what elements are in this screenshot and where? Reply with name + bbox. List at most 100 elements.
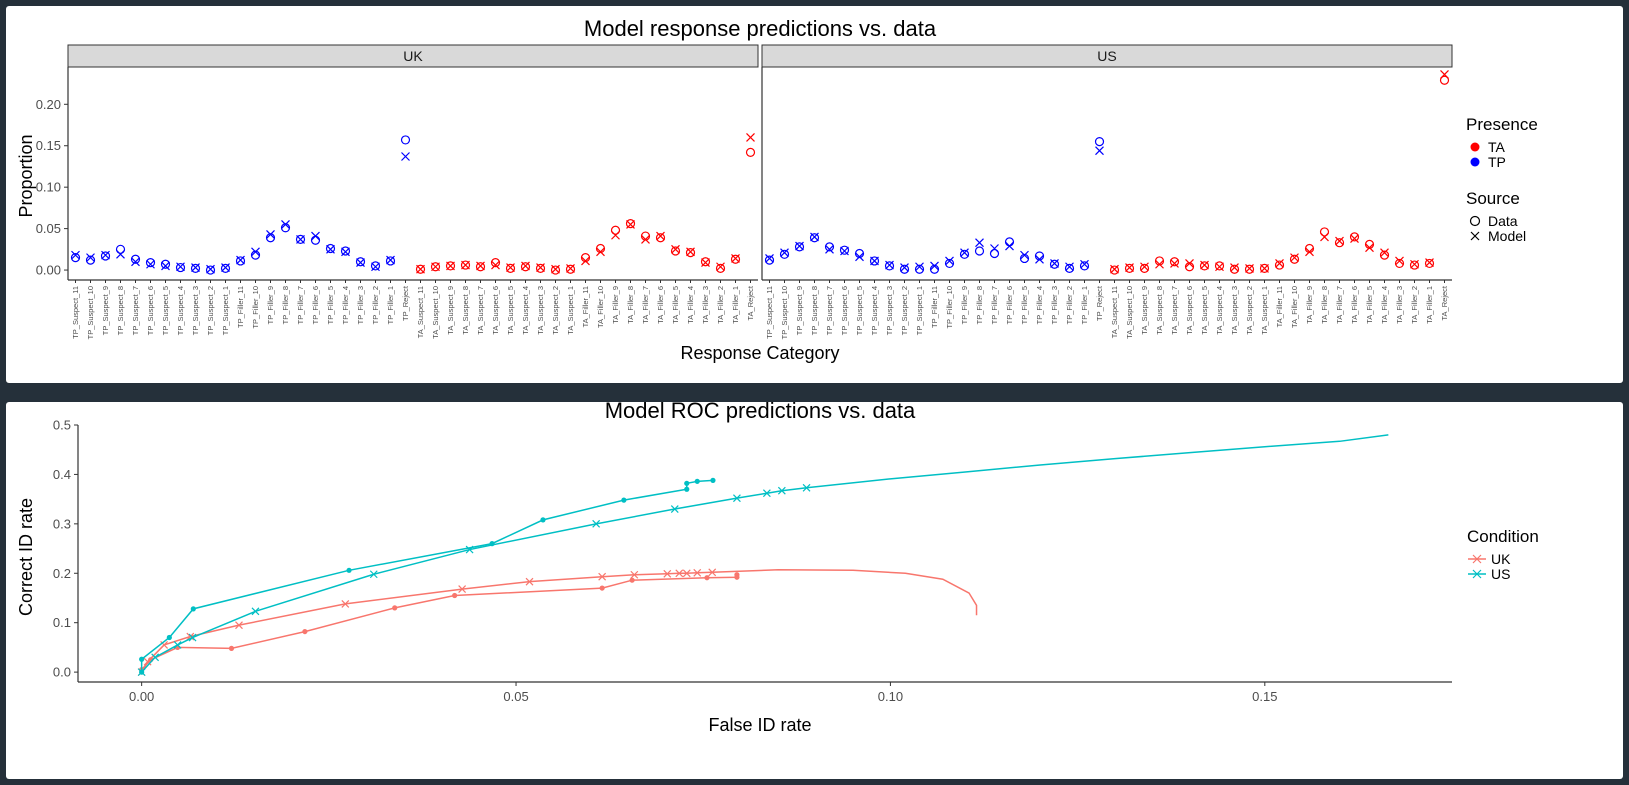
model-point [191,263,200,272]
model-point [1260,263,1269,273]
roc-model-point [369,570,378,579]
x-tick-label: TP_Suspect_3 [191,286,200,335]
y-tick-label: 0.4 [53,467,71,482]
x-tick-label: TP_Suspect_3 [885,286,894,335]
model-point [945,256,954,266]
model-point [1410,259,1419,269]
data-point [914,264,925,274]
roc-model-point [525,577,534,586]
roc-model-point [682,569,691,578]
x-tick-label: 0.15 [1252,689,1277,704]
roc-curve-uk [712,569,978,616]
model-point [1110,264,1119,274]
model-point [1230,263,1239,272]
data-point [1079,261,1090,271]
model-point [356,258,365,268]
x-tick-label: TP_Filler_10 [251,286,260,329]
x-tick-label: TP_Filler_8 [281,286,290,324]
data-point [310,235,321,245]
model-point [1125,263,1134,272]
data-point [1289,254,1300,264]
x-tick-label: TP_Suspect_5 [161,286,170,335]
roc-model-point [693,568,702,577]
x-tick-label: TA_Suspect_3 [1230,286,1239,335]
x-tick-label: 0.05 [503,689,528,704]
data-point [794,242,805,252]
model-point [596,247,605,257]
model-point [795,241,804,251]
data-point [1139,263,1150,273]
x-tick-label: TP_Filler_10 [945,286,954,329]
data-point [764,255,775,265]
model-point [521,261,530,271]
x-tick-label: TA_Filler_11 [1275,286,1284,327]
x-tick-label: TA_Filler_9 [611,286,620,324]
model-point [566,263,575,273]
model-point [810,232,819,242]
x-tick-label: TP_Filler_3 [356,286,365,324]
model-point [915,262,924,272]
model-point [1440,70,1449,79]
roc-line-uk-model [140,571,713,673]
roc-model-point [708,568,717,577]
model-point [281,220,290,229]
x-tick-label: TP_Filler_1 [386,286,395,324]
x-tick-label: TA_Suspect_11 [1110,286,1119,338]
data-point [655,233,666,243]
roc-model-point [186,632,195,641]
response-chart-panel: Model response predictions vs. data Resp… [6,6,1623,383]
x-tick-label: TP_Filler_4 [1035,286,1044,324]
x-tick-label: TA_Suspect_2 [551,286,560,335]
x-tick-label: TP_Suspect_10 [780,286,789,339]
y-tick-label: 0.1 [53,615,71,630]
model-point [1395,256,1404,266]
data-point [1394,258,1405,269]
model-point [656,231,665,241]
response-chart: Model response predictions vs. data Resp… [16,16,1538,363]
roc-line-uk-data [141,574,738,671]
model-point [161,261,170,271]
roc-model-point [341,599,350,608]
data-point [295,234,306,244]
data-point [85,255,96,265]
data-point [1274,260,1285,270]
data-point [130,254,141,264]
x-tick-label: TP_Suspect_2 [900,286,909,335]
model-point [341,247,350,257]
x-tick-label: TP_Suspect_1 [221,286,230,335]
roc-model-point [802,483,811,492]
x-tick-label: TP_Suspect_5 [855,286,864,335]
model-point [671,244,680,254]
data-point [779,249,790,259]
x-tick-label: TP_Reject [401,285,410,321]
data-point [1244,264,1255,274]
legend-key-tp [1470,157,1480,167]
model-point [855,252,864,262]
roc-data-point [710,477,716,483]
data-point [899,264,910,274]
facet-label-uk: UK [403,48,423,64]
data-point [475,262,486,272]
model-point [236,255,245,265]
model-point [416,264,425,274]
y-tick-label: 0.05 [36,221,61,236]
chart-title: Model response predictions vs. data [584,16,937,41]
model-point [840,246,849,256]
roc-data-point [540,517,546,523]
data-point [625,219,636,229]
x-tick-label: TA_Filler_7 [1335,286,1344,324]
x-tick-label: TA_Filler_10 [1290,286,1299,328]
roc-data-point [392,605,398,611]
model-point [551,264,560,274]
model-point [311,231,320,241]
model-point [1050,258,1059,268]
data-point [235,256,246,266]
model-point [825,244,834,254]
legend-label-model: Model [1488,228,1526,244]
model-point [1140,262,1149,272]
model-point [1245,263,1254,273]
x-tick-label: TA_Filler_11 [581,286,590,327]
model-point [386,255,395,265]
roc-model-point [188,633,197,642]
model-point [206,264,215,274]
